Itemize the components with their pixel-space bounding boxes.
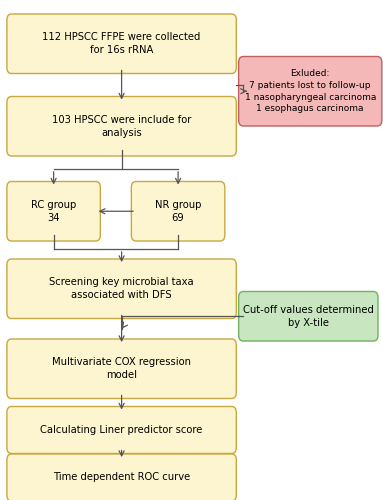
Text: 103 HPSCC were include for
analysis: 103 HPSCC were include for analysis (52, 114, 191, 138)
Text: RC group
34: RC group 34 (31, 200, 76, 223)
FancyBboxPatch shape (7, 454, 236, 500)
FancyBboxPatch shape (7, 339, 236, 398)
FancyBboxPatch shape (7, 14, 236, 74)
Text: NR group
69: NR group 69 (155, 200, 201, 223)
Text: Time dependent ROC curve: Time dependent ROC curve (53, 472, 190, 482)
Text: Calculating Liner predictor score: Calculating Liner predictor score (41, 425, 203, 435)
FancyBboxPatch shape (7, 182, 100, 241)
FancyBboxPatch shape (7, 259, 236, 318)
Text: Screening key microbial taxa
associated with DFS: Screening key microbial taxa associated … (49, 277, 194, 300)
Text: Exluded:
7 patients lost to follow-up
1 nasopharyngeal carcinoma
1 esophagus car: Exluded: 7 patients lost to follow-up 1 … (244, 69, 376, 114)
FancyBboxPatch shape (7, 406, 236, 454)
Text: Multivariate COX regression
model: Multivariate COX regression model (52, 357, 191, 380)
FancyBboxPatch shape (131, 182, 225, 241)
FancyBboxPatch shape (239, 56, 382, 126)
Text: Cut-off values determined
by X-tile: Cut-off values determined by X-tile (243, 304, 374, 328)
FancyBboxPatch shape (7, 96, 236, 156)
FancyBboxPatch shape (239, 292, 378, 341)
Text: 112 HPSCC FFPE were collected
for 16s rRNA: 112 HPSCC FFPE were collected for 16s rR… (43, 32, 201, 56)
